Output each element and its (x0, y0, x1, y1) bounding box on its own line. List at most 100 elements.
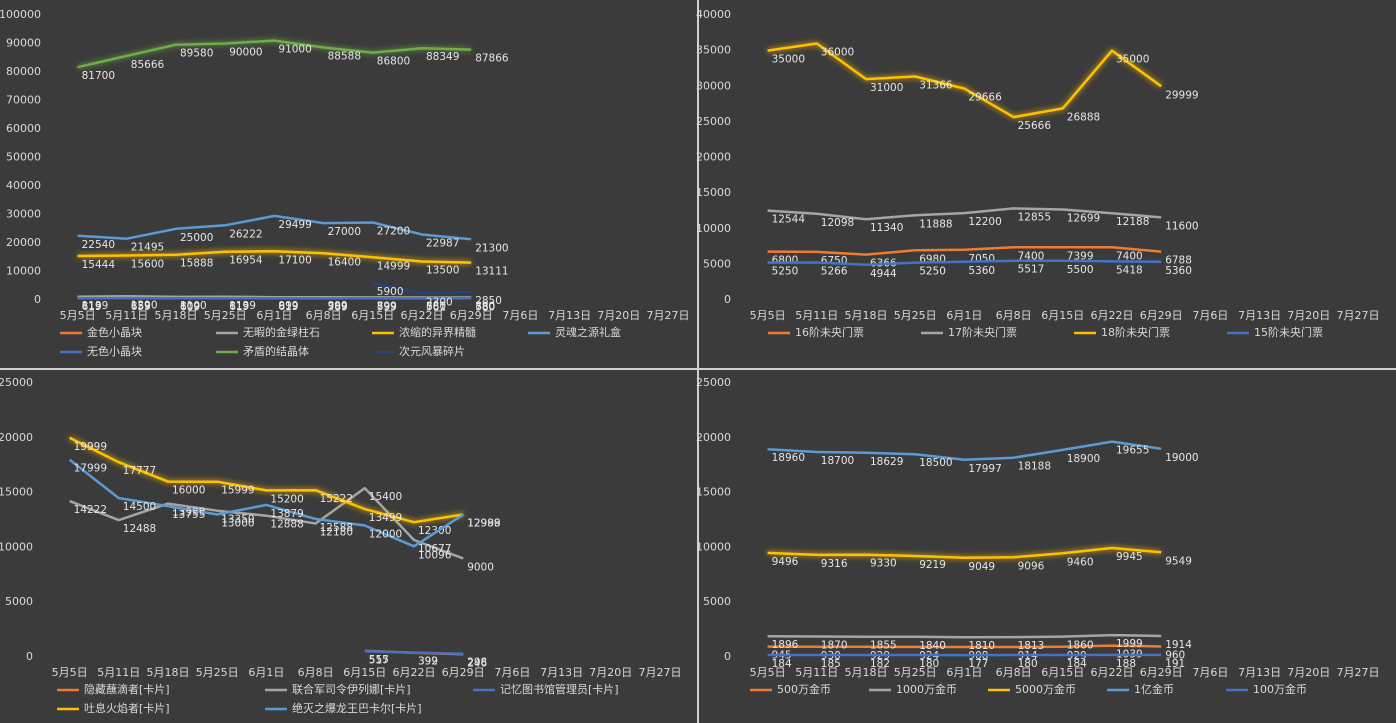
x-tick-label: 7月27日 (647, 309, 690, 322)
data-label: 85666 (131, 59, 165, 71)
data-label: 14500 (123, 501, 156, 513)
data-label: 21495 (131, 242, 164, 254)
data-label: 2300 (426, 296, 453, 308)
x-tick-label: 5月11日 (105, 309, 148, 322)
y-tick-label: 5000 (5, 595, 33, 608)
chart: 0 5000 10000 15000 20000 25000 5月5日 5月11日 5月18日 5… (0, 376, 682, 715)
legend-label: 15阶未央门票 (1254, 325, 1323, 339)
x-tick-label: 6月8日 (996, 666, 1032, 679)
data-label: 5500 (1067, 264, 1094, 276)
y-tick-label: 0 (724, 293, 731, 306)
data-label: 191 (1165, 658, 1185, 670)
data-label: 15999 (221, 485, 254, 497)
x-tick-label: 5月25日 (894, 309, 937, 322)
legend-label: 1亿金币 (1134, 682, 1174, 696)
data-label: 5250 (772, 266, 799, 278)
y-tick-label: 40000 (6, 179, 41, 192)
data-label: 569 (328, 301, 348, 313)
y-tick-label: 10000 (6, 265, 41, 278)
data-label: 12098 (821, 217, 854, 229)
data-label: 11600 (1165, 220, 1198, 232)
data-label: 246 (467, 657, 487, 669)
x-tick-label: 7月20日 (1287, 309, 1330, 322)
data-label: 999 (328, 300, 348, 312)
data-label: 619 (278, 301, 298, 313)
data-label: 859 (131, 301, 151, 313)
series-line (767, 546, 1162, 560)
data-label: 9000 (467, 561, 494, 573)
series-line (767, 207, 1162, 221)
y-tick-label: 0 (724, 650, 731, 663)
data-label: 1813 (1018, 640, 1045, 652)
data-label: 4944 (870, 268, 897, 280)
data-label: 16954 (229, 255, 263, 267)
data-label: 517 (369, 654, 389, 666)
legend-label: 灵魂之源礼盒 (555, 325, 621, 339)
data-label: 780 (475, 301, 495, 313)
series-line (767, 246, 1162, 256)
chart: 0 5000 10000 15000 20000 25000 5月5日 5月11日 5月18日 5… (696, 376, 1380, 696)
series-line (767, 42, 1162, 119)
x-tick-label: 5月18日 (147, 666, 190, 679)
data-label: 9096 (1018, 560, 1045, 572)
data-label: 19655 (1116, 445, 1149, 457)
data-label: 5900 (377, 286, 404, 298)
x-tick-label: 7月13日 (548, 309, 591, 322)
data-label: 86800 (377, 56, 410, 68)
data-label: 15888 (180, 258, 213, 270)
x-tick-label: 6月29日 (1140, 309, 1183, 322)
data-label: 31000 (870, 82, 903, 94)
y-tick-label: 25000 (0, 376, 33, 389)
data-label: 609 (180, 301, 200, 313)
data-label: 555 (369, 654, 389, 666)
data-label: 81700 (82, 70, 115, 82)
data-label: 27000 (328, 226, 361, 238)
data-label: 12300 (418, 525, 451, 537)
data-label: 619 (82, 301, 102, 313)
data-label: 25666 (1018, 120, 1052, 132)
data-label: 22987 (426, 237, 459, 249)
x-tick-label: 5月25日 (894, 666, 937, 679)
data-label: 180 (1018, 658, 1038, 670)
data-label: 12855 (1018, 211, 1051, 223)
y-tick-label: 20000 (696, 151, 731, 164)
legend-label: 次元风暴碎片 (399, 344, 465, 358)
data-label: 17100 (278, 254, 311, 266)
data-label: 1870 (821, 640, 848, 652)
data-label: 9460 (1067, 556, 1094, 568)
data-label: 12588 (320, 522, 353, 534)
y-tick-label: 10000 (696, 222, 731, 235)
y-tick-label: 20000 (6, 236, 41, 249)
x-tick-label: 5月11日 (795, 309, 838, 322)
data-label: 16400 (328, 256, 361, 268)
x-tick-label: 6月15日 (1041, 309, 1084, 322)
legend-label: 5000万金币 (1015, 682, 1076, 696)
data-label: 21300 (475, 242, 508, 254)
data-label: 13999 (172, 507, 205, 519)
data-label: 89580 (180, 48, 213, 60)
x-tick-label: 6月15日 (343, 666, 386, 679)
data-label: 5360 (968, 265, 995, 277)
data-label: 13350 (221, 514, 254, 526)
data-label: 36000 (821, 47, 854, 59)
data-label: 18188 (1018, 461, 1051, 473)
data-label: 819 (82, 301, 102, 313)
data-label: 619 (229, 301, 249, 313)
data-label: 184 (772, 658, 792, 670)
data-label: 185 (821, 658, 841, 670)
data-label: 188 (1116, 658, 1136, 670)
x-tick-label: 5月5日 (750, 309, 786, 322)
x-tick-label: 6月15日 (1041, 666, 1084, 679)
x-tick-label: 5月25日 (204, 309, 247, 322)
y-tick-label: 5000 (703, 595, 731, 608)
x-tick-label: 7月6日 (1192, 309, 1228, 322)
x-tick-label: 6月15日 (351, 309, 394, 322)
x-tick-label: 6月1日 (248, 666, 284, 679)
data-label: 31366 (919, 80, 953, 92)
data-label: 769 (328, 301, 348, 313)
y-tick-label: 90000 (6, 37, 41, 50)
legend-label: 记忆图书馆管理员[卡片] (500, 682, 619, 696)
data-label: 761 (426, 301, 446, 313)
x-tick-label: 7月27日 (639, 666, 682, 679)
data-label: 15600 (131, 259, 164, 271)
